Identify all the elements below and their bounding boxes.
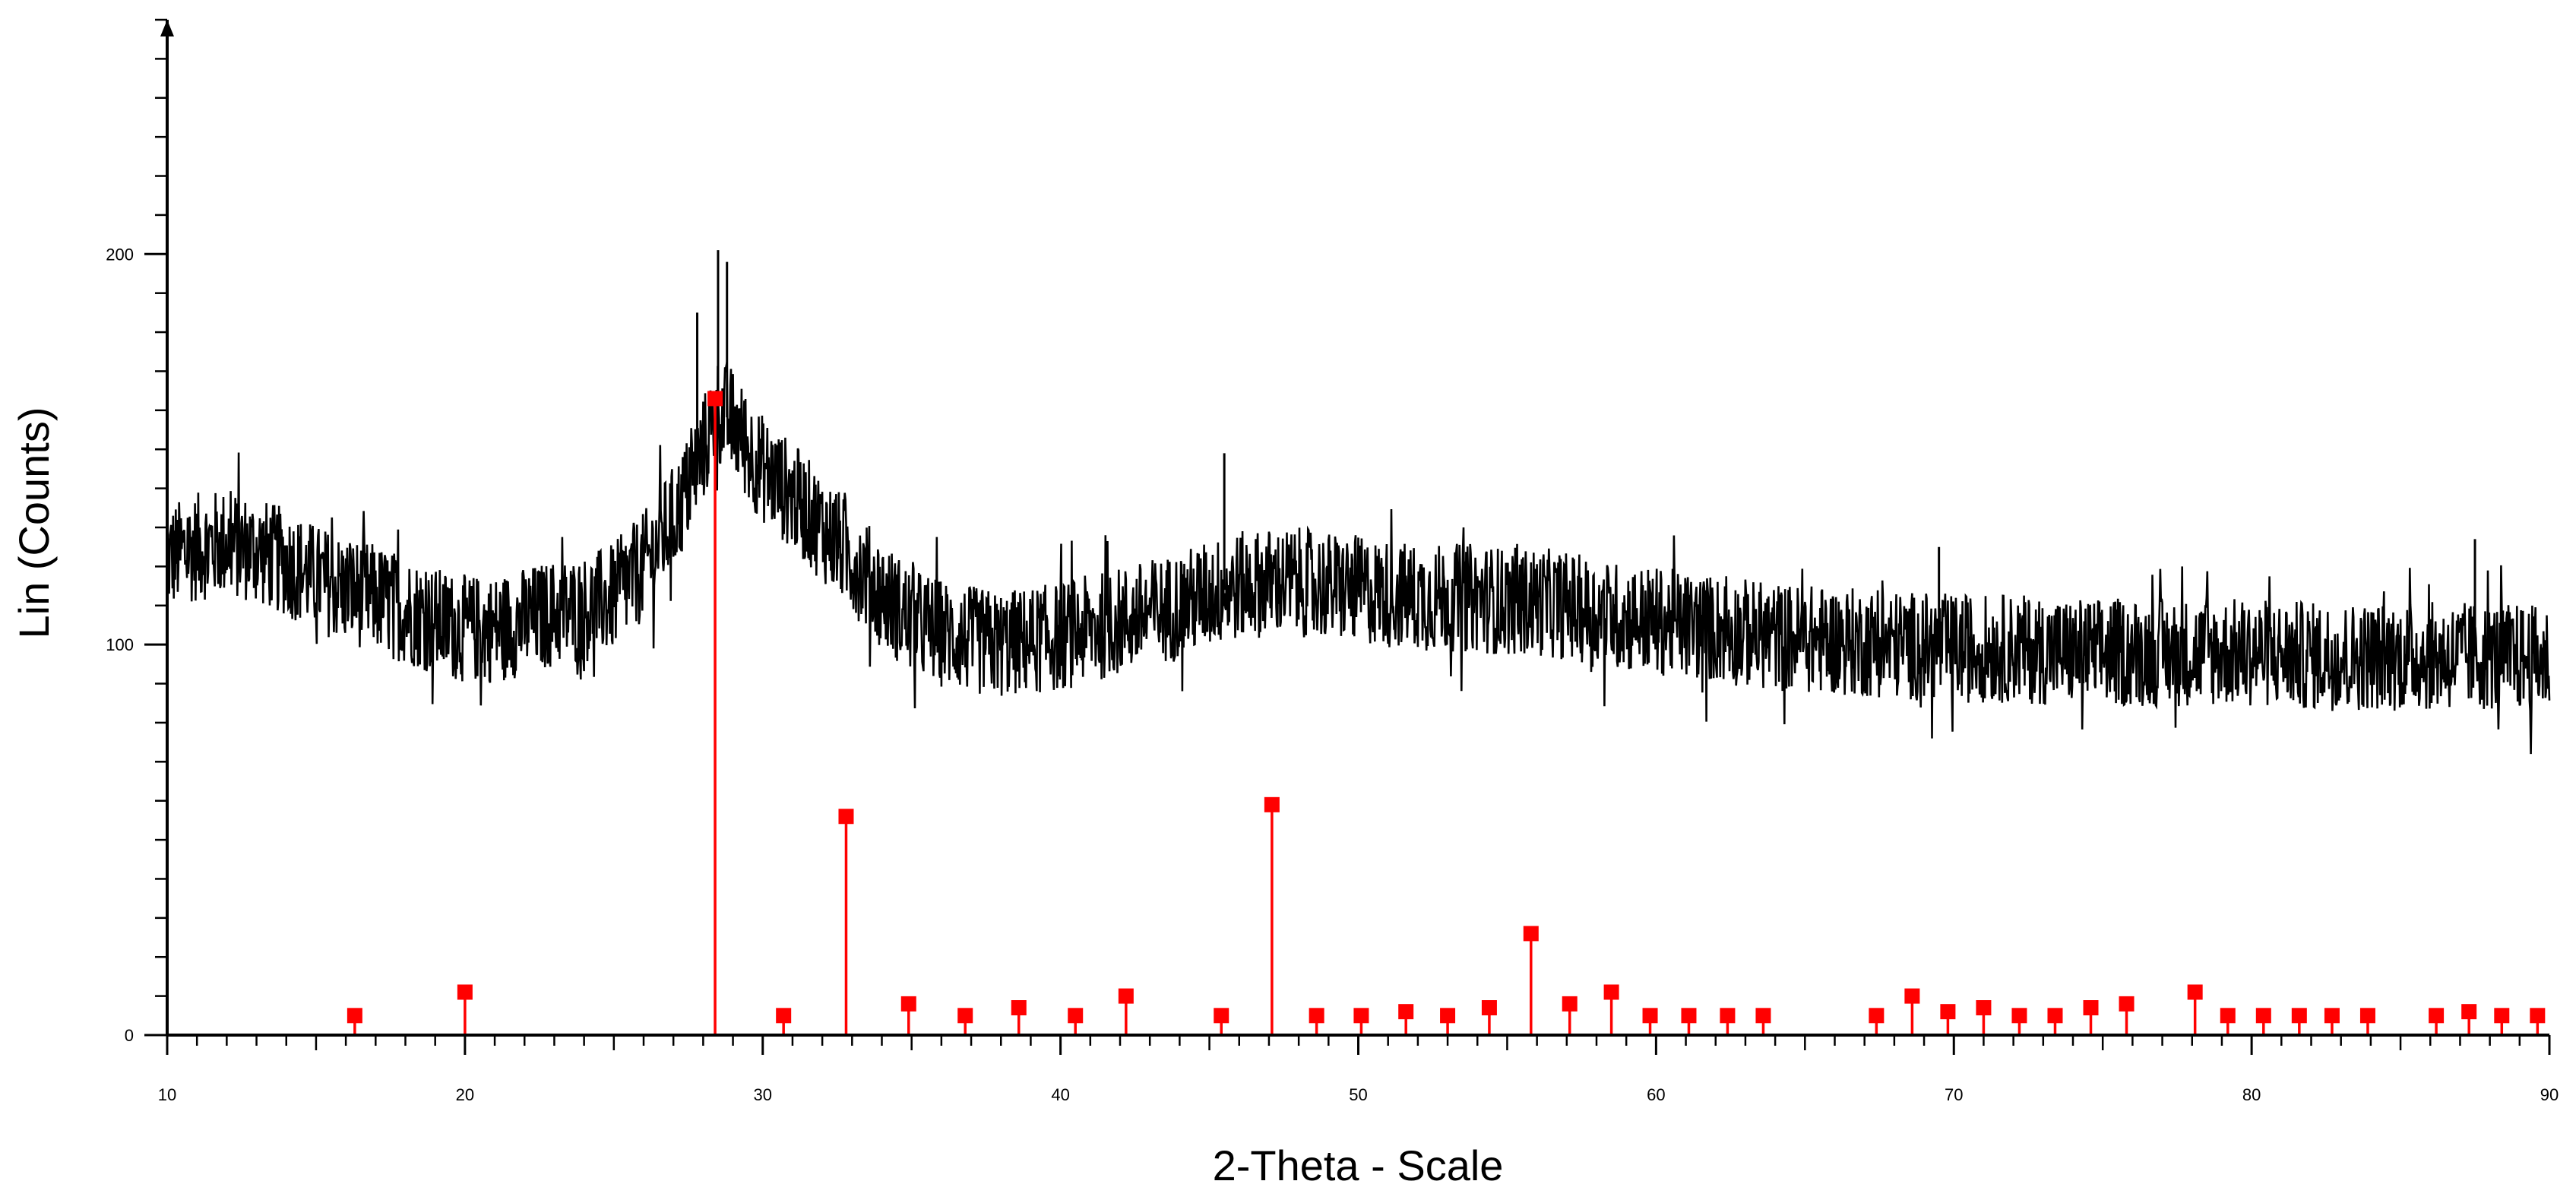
reference-peak-32 xyxy=(2187,984,2203,1035)
x-tick-label-80: 80 xyxy=(2242,1085,2261,1104)
axes xyxy=(160,20,2549,1037)
reference-peak-15 xyxy=(1440,1008,1456,1035)
reference-peak-0 xyxy=(347,1008,362,1035)
reference-peak-1 xyxy=(457,984,473,1035)
reference-peak-39 xyxy=(2461,1004,2477,1035)
reference-peak-7 xyxy=(1011,1000,1027,1035)
reference-peak-35 xyxy=(2291,1008,2307,1035)
reference-peak-36 xyxy=(2324,1008,2340,1035)
reference-peak-30 xyxy=(2083,1000,2099,1035)
x-axis-title: 2-Theta - Scale xyxy=(1213,1141,1504,1189)
reference-peak-21 xyxy=(1681,1008,1697,1035)
reference-peak-26 xyxy=(1940,1004,1956,1035)
reference-peak-24 xyxy=(1869,1008,1885,1035)
ticks: 10 20 30 40 50 60 70 80 90 0 100 200 xyxy=(106,18,2559,1104)
reference-peak-5 xyxy=(900,996,916,1035)
pattern-line xyxy=(166,362,2551,755)
reference-peak-20 xyxy=(1642,1008,1658,1035)
reference-peak-22 xyxy=(1720,1008,1736,1035)
x-tick-label-60: 60 xyxy=(1647,1085,1665,1104)
diffraction-pattern-series xyxy=(166,250,2551,755)
reference-peak-11 xyxy=(1264,796,1280,1035)
x-tick-label-40: 40 xyxy=(1051,1085,1069,1104)
reference-peak-31 xyxy=(2119,996,2135,1035)
reference-peak-19 xyxy=(1603,984,1619,1035)
reference-peak-9 xyxy=(1118,988,1134,1035)
reference-peak-3 xyxy=(776,1008,792,1035)
reference-peak-27 xyxy=(1976,1000,1992,1035)
reference-peak-25 xyxy=(1904,988,1920,1035)
y-tick-label-0: 0 xyxy=(125,1026,134,1045)
reference-peaks-series xyxy=(347,391,2546,1035)
x-tick-label-70: 70 xyxy=(1945,1085,1963,1104)
reference-peak-40 xyxy=(2494,1008,2510,1035)
reference-peak-4 xyxy=(838,809,854,1035)
reference-peak-37 xyxy=(2359,1008,2375,1035)
reference-peak-41 xyxy=(2530,1008,2546,1035)
reference-peak-17 xyxy=(1523,926,1539,1035)
reference-peak-10 xyxy=(1214,1008,1229,1035)
reference-peak-29 xyxy=(2047,1008,2063,1035)
x-tick-label-50: 50 xyxy=(1349,1085,1367,1104)
reference-peak-13 xyxy=(1353,1008,1369,1035)
x-tick-label-10: 10 xyxy=(158,1085,176,1104)
y-axis-title: Lin (Counts) xyxy=(10,407,58,638)
x-tick-label-30: 30 xyxy=(754,1085,772,1104)
reference-peak-34 xyxy=(2255,1008,2271,1035)
reference-peak-23 xyxy=(1755,1008,1771,1035)
reference-peak-2 xyxy=(707,391,723,1035)
reference-peak-38 xyxy=(2429,1008,2445,1035)
reference-peak-8 xyxy=(1068,1008,1084,1035)
reference-peak-12 xyxy=(1309,1008,1324,1035)
reference-peak-6 xyxy=(957,1008,973,1035)
y-tick-label-200: 200 xyxy=(106,245,134,264)
x-tick-label-90: 90 xyxy=(2540,1085,2559,1104)
reference-peak-28 xyxy=(2011,1008,2027,1035)
x-tick-label-20: 20 xyxy=(456,1085,474,1104)
reference-peak-18 xyxy=(1562,996,1578,1035)
y-axis-arrow-icon xyxy=(160,20,174,36)
reference-peak-14 xyxy=(1398,1004,1414,1035)
y-tick-label-100: 100 xyxy=(106,635,134,654)
reference-peak-16 xyxy=(1481,1000,1497,1035)
reference-peak-33 xyxy=(2220,1008,2236,1035)
